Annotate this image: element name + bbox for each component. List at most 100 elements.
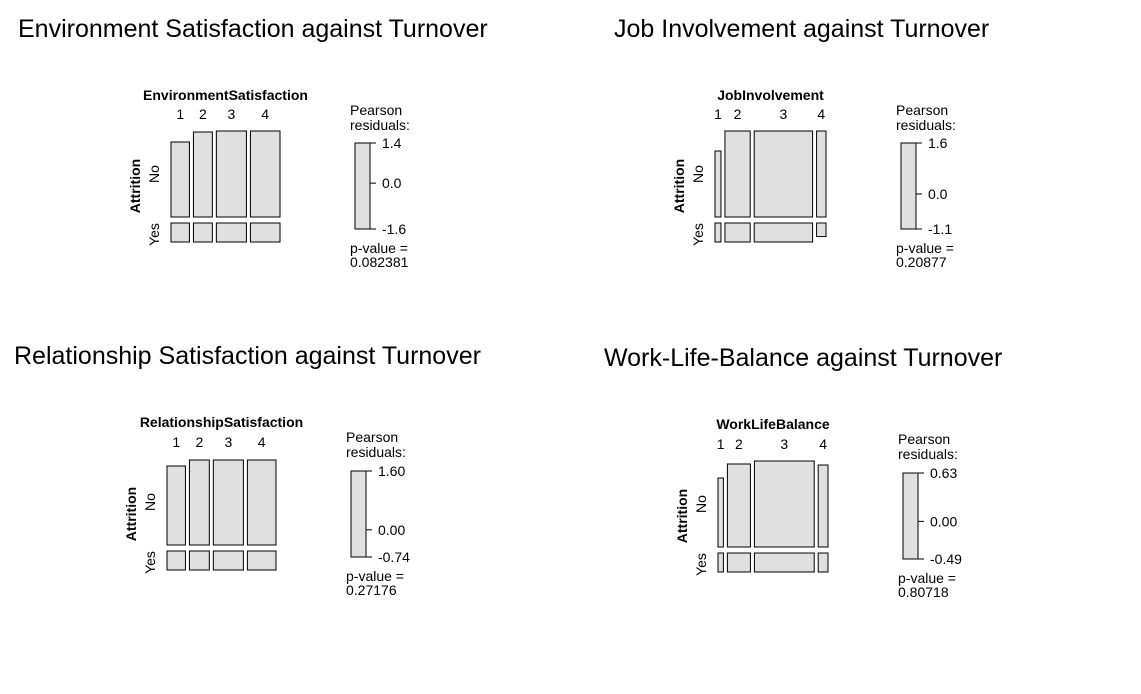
tile-no-3	[753, 130, 814, 218]
tile-yes-3	[212, 550, 244, 571]
tile-yes-1	[717, 552, 724, 573]
legend-tick-max-label: 0.63	[930, 465, 957, 481]
category-label: 4	[261, 106, 269, 122]
y-variable-label: Attrition	[123, 487, 139, 541]
tile-no-2	[724, 130, 751, 218]
row-label-no: No	[146, 165, 162, 183]
tile-yes-3	[753, 552, 815, 573]
legend-tick-min-label: -1.1	[928, 221, 952, 237]
y-variable-label: Attrition	[127, 159, 143, 213]
legend-tick-mid-label: 0.0	[928, 186, 948, 202]
chart-title: Work-Life-Balance against Turnover	[604, 344, 1002, 372]
legend-title-line1: Pearson	[346, 429, 398, 445]
tile-no-1	[717, 477, 724, 548]
legend-title-line1: Pearson	[896, 102, 948, 118]
category-label: 2	[195, 434, 203, 450]
row-label-no: No	[690, 165, 706, 183]
tile-no-2	[192, 131, 213, 218]
tile-yes-1	[166, 550, 186, 571]
p-value: 0.27176	[346, 582, 397, 598]
category-label: 3	[780, 436, 788, 452]
legend-bar	[900, 142, 917, 230]
tile-yes-2	[726, 552, 751, 573]
category-label: 1	[172, 434, 180, 450]
p-value-label: p-value =	[350, 240, 408, 256]
p-value: 0.80718	[898, 584, 949, 600]
category-label: 3	[779, 106, 787, 122]
chart-title: Relationship Satisfaction against Turnov…	[14, 342, 481, 370]
category-label: 3	[227, 106, 235, 122]
p-value-label: p-value =	[898, 570, 956, 586]
p-value: 0.082381	[350, 254, 409, 270]
row-label-no: No	[693, 495, 709, 513]
mosaic-panel-4: Work-Life-Balance against Turnover WorkLi…	[604, 344, 1002, 600]
chart-title: Job Involvement against Turnover	[614, 15, 989, 43]
category-label: 1	[717, 436, 725, 452]
tile-no-1	[170, 141, 190, 218]
tile-no-3	[215, 130, 247, 218]
row-label-yes: Yes	[693, 553, 709, 576]
category-label: 3	[224, 434, 232, 450]
row-label-yes: Yes	[142, 551, 158, 574]
mosaic-panel-1: Environment Satisfaction against Turnove…	[18, 15, 488, 270]
tile-no-1	[714, 150, 722, 218]
tile-no-2	[188, 459, 210, 546]
tile-yes-1	[170, 222, 190, 243]
category-label: 2	[735, 436, 743, 452]
legend-title-line2: residuals:	[350, 117, 410, 133]
mosaic-panel-2: Job Involvement against Turnover JobInvol…	[614, 15, 989, 270]
tile-yes-4	[249, 222, 281, 243]
legend-bar	[354, 142, 371, 230]
category-label: 2	[734, 106, 742, 122]
category-label: 4	[258, 434, 266, 450]
legend-title-line1: Pearson	[350, 102, 402, 118]
legend-title-line1: Pearson	[898, 431, 950, 447]
tile-no-2	[726, 463, 751, 548]
legend-tick-min-label: -1.6	[382, 221, 406, 237]
tile-no-3	[212, 459, 244, 546]
x-variable-label: EnvironmentSatisfaction	[143, 87, 308, 103]
category-label: 1	[176, 106, 184, 122]
tile-yes-2	[188, 550, 210, 571]
legend-bar	[902, 472, 919, 560]
category-label: 1	[714, 106, 722, 122]
tile-no-4	[817, 464, 829, 548]
legend-tick-mid-label: 0.0	[382, 175, 402, 191]
x-variable-label: RelationshipSatisfaction	[140, 414, 303, 430]
x-variable-label: JobInvolvement	[717, 87, 824, 103]
row-label-no: No	[142, 493, 158, 511]
row-label-yes: Yes	[146, 223, 162, 246]
tile-no-4	[246, 459, 277, 546]
row-label-yes: Yes	[690, 223, 706, 246]
chart-title: Environment Satisfaction against Turnove…	[18, 15, 488, 43]
legend-title-line2: residuals:	[898, 446, 958, 462]
tile-yes-4	[816, 222, 827, 238]
legend-tick-mid-label: 0.00	[378, 522, 405, 538]
legend-tick-min-label: -0.74	[378, 549, 410, 565]
p-value-label: p-value =	[346, 568, 404, 584]
tile-no-1	[166, 465, 186, 546]
tile-yes-4	[817, 552, 829, 573]
legend-bar	[350, 470, 367, 558]
legend-title-line2: residuals:	[346, 444, 406, 460]
tile-yes-3	[215, 222, 247, 243]
tile-yes-3	[753, 222, 814, 243]
category-label: 2	[199, 106, 207, 122]
legend-tick-max-label: 1.60	[378, 463, 405, 479]
p-value-label: p-value =	[896, 240, 954, 256]
legend-tick-min-label: -0.49	[930, 551, 962, 567]
legend-tick-max-label: 1.4	[382, 135, 402, 151]
y-variable-label: Attrition	[674, 489, 690, 543]
tile-yes-4	[246, 550, 277, 571]
p-value: 0.20877	[896, 254, 947, 270]
y-variable-label: Attrition	[671, 159, 687, 213]
tile-no-4	[816, 130, 827, 218]
x-variable-label: WorkLifeBalance	[716, 416, 830, 432]
tile-no-3	[753, 460, 815, 548]
legend-tick-max-label: 1.6	[928, 135, 948, 151]
tile-yes-2	[192, 222, 213, 243]
tile-yes-1	[714, 222, 722, 243]
tile-no-4	[249, 130, 281, 218]
